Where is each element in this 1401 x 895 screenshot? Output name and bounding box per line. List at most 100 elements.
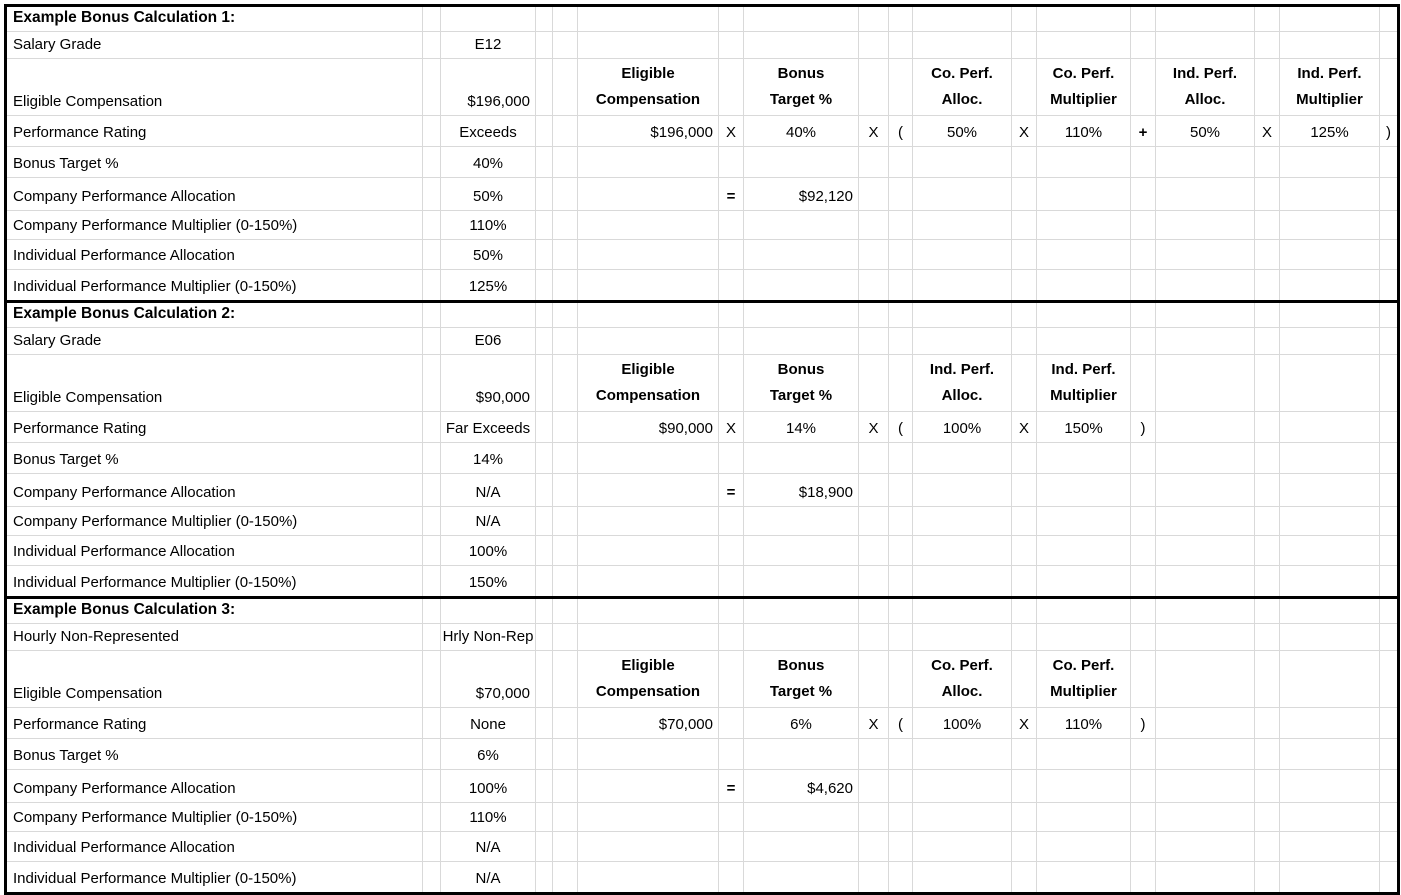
empty-cell[interactable] <box>423 599 441 624</box>
empty-cell[interactable] <box>1012 507 1037 536</box>
empty-cell[interactable] <box>536 624 553 651</box>
row-label-cell[interactable]: Eligible Compensation <box>7 59 423 116</box>
empty-cell[interactable] <box>859 32 889 59</box>
empty-cell[interactable] <box>889 770 913 803</box>
empty-cell[interactable] <box>889 178 913 211</box>
empty-cell[interactable] <box>1037 770 1131 803</box>
row-value-cell[interactable]: 125% <box>441 270 536 300</box>
empty-cell[interactable] <box>578 178 719 211</box>
row-value-cell[interactable]: N/A <box>441 832 536 862</box>
empty-cell[interactable] <box>1280 211 1380 240</box>
empty-cell[interactable] <box>719 739 744 770</box>
formula-header-cell[interactable]: Ind. Perf. Alloc. <box>913 355 1012 412</box>
row-label-cell[interactable]: Individual Performance Multiplier (0-150… <box>7 270 423 300</box>
empty-cell[interactable] <box>1280 708 1380 739</box>
empty-cell[interactable] <box>913 270 1012 300</box>
empty-cell[interactable] <box>536 536 553 566</box>
empty-cell[interactable] <box>1280 32 1380 59</box>
empty-cell[interactable] <box>889 355 913 412</box>
empty-cell[interactable] <box>1156 862 1255 892</box>
empty-cell[interactable] <box>744 599 859 624</box>
formula-value-cell[interactable]: 100% <box>913 708 1012 739</box>
empty-cell[interactable] <box>553 116 578 147</box>
empty-cell[interactable] <box>1380 303 1397 328</box>
empty-cell[interactable] <box>1280 270 1380 300</box>
empty-cell[interactable] <box>578 624 719 651</box>
empty-cell[interactable] <box>1012 443 1037 474</box>
empty-cell[interactable] <box>423 862 441 892</box>
empty-cell[interactable] <box>423 770 441 803</box>
empty-cell[interactable] <box>1280 536 1380 566</box>
empty-cell[interactable] <box>553 624 578 651</box>
empty-cell[interactable] <box>1037 147 1131 178</box>
empty-cell[interactable] <box>719 599 744 624</box>
empty-cell[interactable] <box>1131 328 1156 355</box>
empty-cell[interactable] <box>1131 7 1156 32</box>
empty-cell[interactable] <box>1255 178 1280 211</box>
empty-cell[interactable] <box>578 147 719 178</box>
empty-cell[interactable] <box>744 240 859 270</box>
empty-cell[interactable] <box>1280 355 1380 412</box>
empty-cell[interactable] <box>1255 443 1280 474</box>
empty-cell[interactable] <box>1280 328 1380 355</box>
empty-cell[interactable] <box>553 443 578 474</box>
empty-cell[interactable] <box>859 624 889 651</box>
empty-cell[interactable] <box>889 211 913 240</box>
empty-cell[interactable] <box>536 7 553 32</box>
empty-cell[interactable] <box>1255 599 1280 624</box>
empty-cell[interactable] <box>553 599 578 624</box>
empty-cell[interactable] <box>1380 832 1397 862</box>
empty-cell[interactable] <box>553 355 578 412</box>
empty-cell[interactable] <box>1280 599 1380 624</box>
operator-cell[interactable]: ) <box>1131 708 1156 739</box>
empty-cell[interactable] <box>578 832 719 862</box>
empty-cell[interactable] <box>1380 328 1397 355</box>
empty-cell[interactable] <box>578 443 719 474</box>
formula-value-cell[interactable]: 14% <box>744 412 859 443</box>
empty-cell[interactable] <box>913 599 1012 624</box>
empty-cell[interactable] <box>1380 739 1397 770</box>
empty-cell[interactable] <box>1037 832 1131 862</box>
empty-cell[interactable] <box>578 862 719 892</box>
empty-cell[interactable] <box>1012 832 1037 862</box>
empty-cell[interactable] <box>1280 566 1380 596</box>
row-value-cell[interactable]: 110% <box>441 803 536 832</box>
empty-cell[interactable] <box>719 59 744 116</box>
empty-cell[interactable] <box>1380 412 1397 443</box>
empty-cell[interactable] <box>1380 566 1397 596</box>
empty-cell[interactable] <box>423 832 441 862</box>
empty-cell[interactable] <box>719 328 744 355</box>
empty-cell[interactable] <box>719 651 744 708</box>
empty-cell[interactable] <box>423 32 441 59</box>
empty-cell[interactable] <box>578 270 719 300</box>
empty-cell[interactable] <box>889 474 913 507</box>
empty-cell[interactable] <box>719 708 744 739</box>
empty-cell[interactable] <box>1012 328 1037 355</box>
operator-cell[interactable]: ) <box>1131 412 1156 443</box>
empty-cell[interactable] <box>1255 211 1280 240</box>
empty-cell[interactable] <box>1280 624 1380 651</box>
row-value-cell[interactable]: 50% <box>441 178 536 211</box>
empty-cell[interactable] <box>1131 59 1156 116</box>
row-label-cell[interactable]: Performance Rating <box>7 412 423 443</box>
empty-cell[interactable] <box>1156 32 1255 59</box>
formula-value-cell[interactable]: 50% <box>913 116 1012 147</box>
empty-cell[interactable] <box>913 474 1012 507</box>
empty-cell[interactable] <box>423 147 441 178</box>
empty-cell[interactable] <box>1156 211 1255 240</box>
empty-cell[interactable] <box>536 211 553 240</box>
empty-cell[interactable] <box>1131 270 1156 300</box>
empty-cell[interactable] <box>1156 536 1255 566</box>
empty-cell[interactable] <box>913 443 1012 474</box>
row-label-cell[interactable]: Company Performance Allocation <box>7 770 423 803</box>
formula-value-cell[interactable]: 110% <box>1037 708 1131 739</box>
empty-cell[interactable] <box>1280 240 1380 270</box>
empty-cell[interactable] <box>1131 443 1156 474</box>
empty-cell[interactable] <box>889 303 913 328</box>
empty-cell[interactable] <box>1012 270 1037 300</box>
row-label-cell[interactable]: Individual Performance Allocation <box>7 536 423 566</box>
empty-cell[interactable] <box>1156 507 1255 536</box>
empty-cell[interactable] <box>859 328 889 355</box>
operator-cell[interactable]: X <box>859 412 889 443</box>
empty-cell[interactable] <box>536 507 553 536</box>
